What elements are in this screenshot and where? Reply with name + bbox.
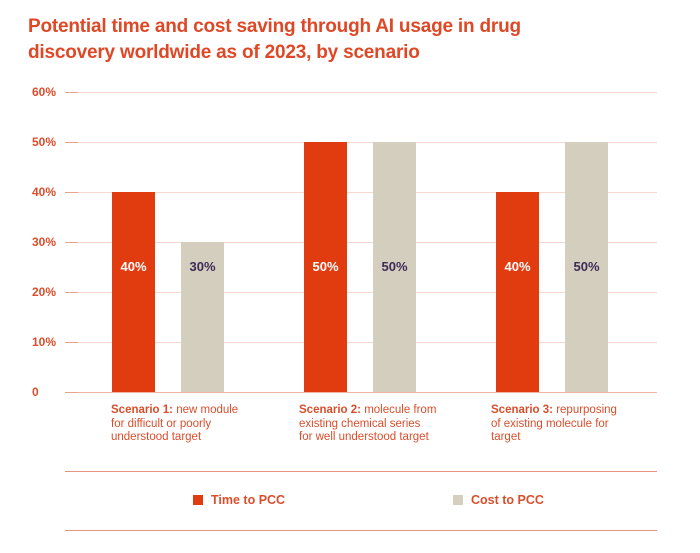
y-axis-tick-label: 30% <box>32 235 57 249</box>
legend-item-cost-to-pcc: Cost to PCC <box>453 492 544 508</box>
legend-swatch-cost-to-pcc <box>453 495 463 505</box>
axis-tick <box>65 342 78 343</box>
legend-separator-bottom <box>65 530 657 531</box>
bar-cost-to-pcc-scenario-2 <box>373 142 416 392</box>
plot-area: 60% 50% 40% 30% 20% 10% 0 40% 50% 40% 30% 50% 50% <box>32 85 657 399</box>
bar-time-to-pcc-scenario-3 <box>496 192 539 392</box>
legend-label-time-to-pcc: Time to PCC <box>211 493 286 507</box>
legend-item-time-to-pcc: Time to PCC <box>193 492 285 508</box>
axis-tick <box>65 92 78 93</box>
bar-time-to-pcc-scenario-2 <box>304 142 347 392</box>
chart-title: Potential time and cost saving through A… <box>28 16 521 63</box>
y-axis-tick-label: 50% <box>32 135 57 149</box>
gridline <box>65 392 657 393</box>
gridline <box>65 292 657 293</box>
bar-value-label: 40% <box>120 259 147 274</box>
bar-cost-to-pcc-scenario-1 <box>181 242 224 392</box>
axis-tick <box>65 192 78 193</box>
gridline <box>65 92 657 93</box>
axis-tick <box>65 242 78 243</box>
y-axis-tick-label: 40% <box>32 185 57 199</box>
gridline <box>65 192 657 193</box>
legend-separator-top <box>65 471 657 472</box>
x-axis-category-label-scenario-3: Scenario 3: repurposing of existing mole… <box>491 404 617 443</box>
axis-tick <box>65 292 78 293</box>
x-axis-category-label-scenario-1: Scenario 1: new module for difficult or … <box>111 404 239 443</box>
bar-cost-to-pcc-scenario-3 <box>565 142 608 392</box>
bar-value-label: 50% <box>573 259 600 274</box>
legend-swatch-time-to-pcc <box>193 495 203 505</box>
gridline <box>65 342 657 343</box>
axis-tick <box>65 142 78 143</box>
axis-tick <box>65 392 78 393</box>
bar-value-label: 30% <box>189 259 216 274</box>
bar-value-label: 50% <box>381 259 408 274</box>
bar-time-to-pcc-scenario-1 <box>112 192 155 392</box>
gridline <box>65 242 657 243</box>
y-axis-tick-label: 0 <box>32 385 39 399</box>
y-axis-tick-label: 10% <box>32 335 57 349</box>
y-axis-tick-label: 20% <box>32 285 57 299</box>
x-axis-category-label-scenario-2: Scenario 2: molecule from existing chemi… <box>299 404 437 443</box>
gridline <box>65 142 657 143</box>
bar-value-label: 40% <box>504 259 531 274</box>
legend-label-cost-to-pcc: Cost to PCC <box>471 493 544 507</box>
bar-value-label: 50% <box>312 259 339 274</box>
y-axis-tick-label: 60% <box>32 85 57 99</box>
